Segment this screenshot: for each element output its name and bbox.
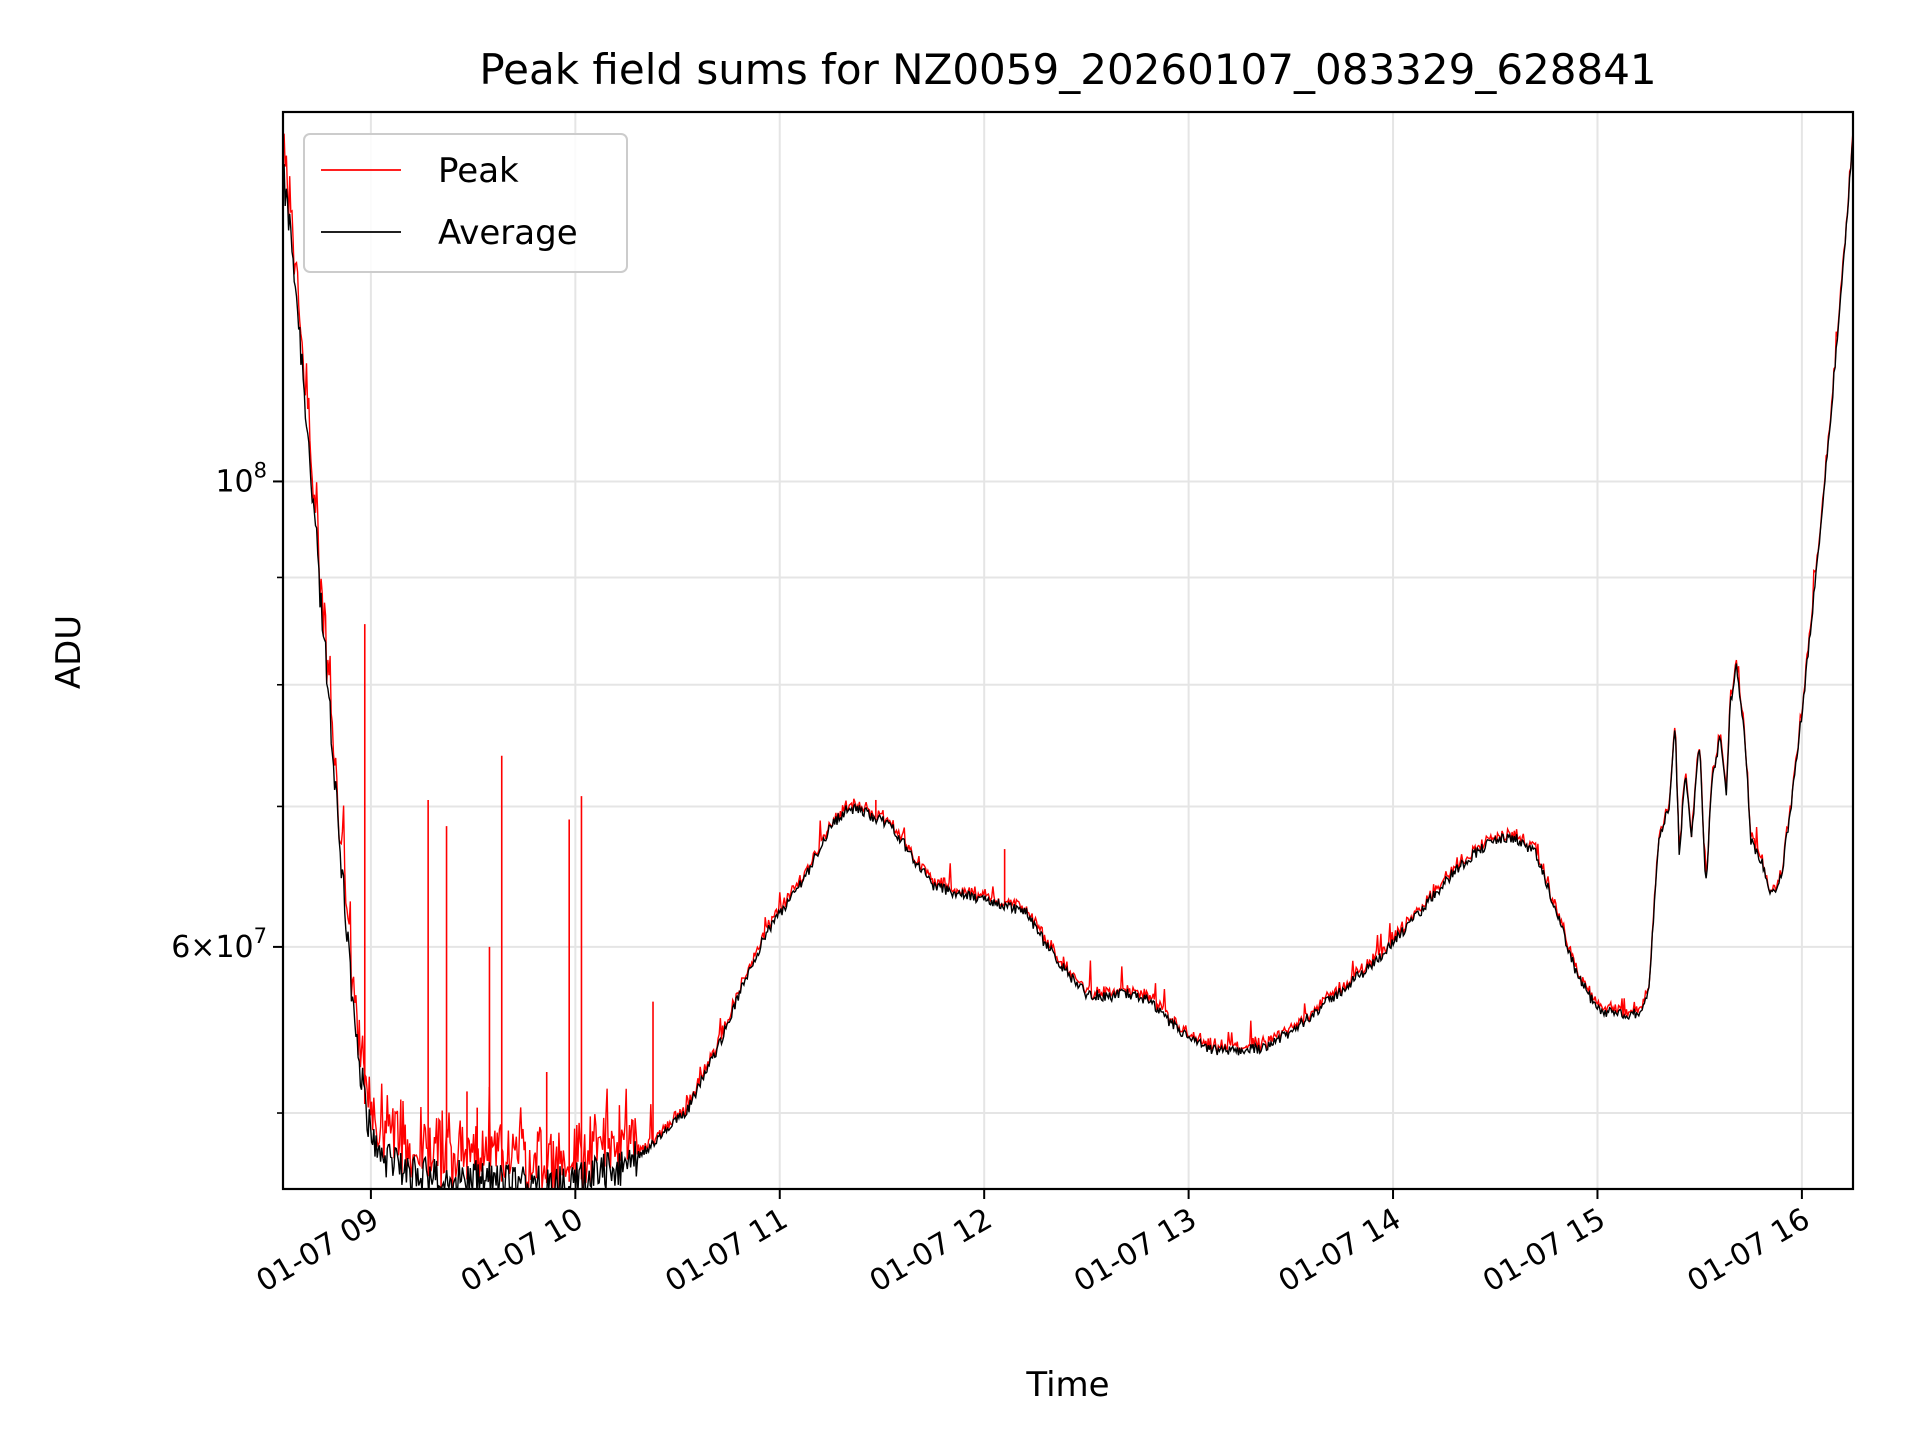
legend-peak-label: Peak <box>438 151 519 191</box>
y-tick-label: 6×107 <box>171 924 267 965</box>
chart-title: Peak field sums for NZ0059_20260107_0833… <box>479 45 1656 94</box>
legend-average-label: Average <box>438 213 578 253</box>
legend: Peak Average <box>303 133 628 273</box>
y-axis-title: ADU <box>49 615 89 689</box>
y-axis: 108 6×107 <box>171 458 283 1114</box>
series-layer <box>283 131 1853 1189</box>
plot-frame <box>281 110 1855 1191</box>
y-tick-label: 108 <box>215 458 267 499</box>
legend-box <box>303 133 628 273</box>
grid <box>283 112 1853 1189</box>
x-axis-title: Time <box>1025 1365 1109 1405</box>
average-series-line <box>283 137 1853 1189</box>
series-group <box>283 131 1853 1189</box>
